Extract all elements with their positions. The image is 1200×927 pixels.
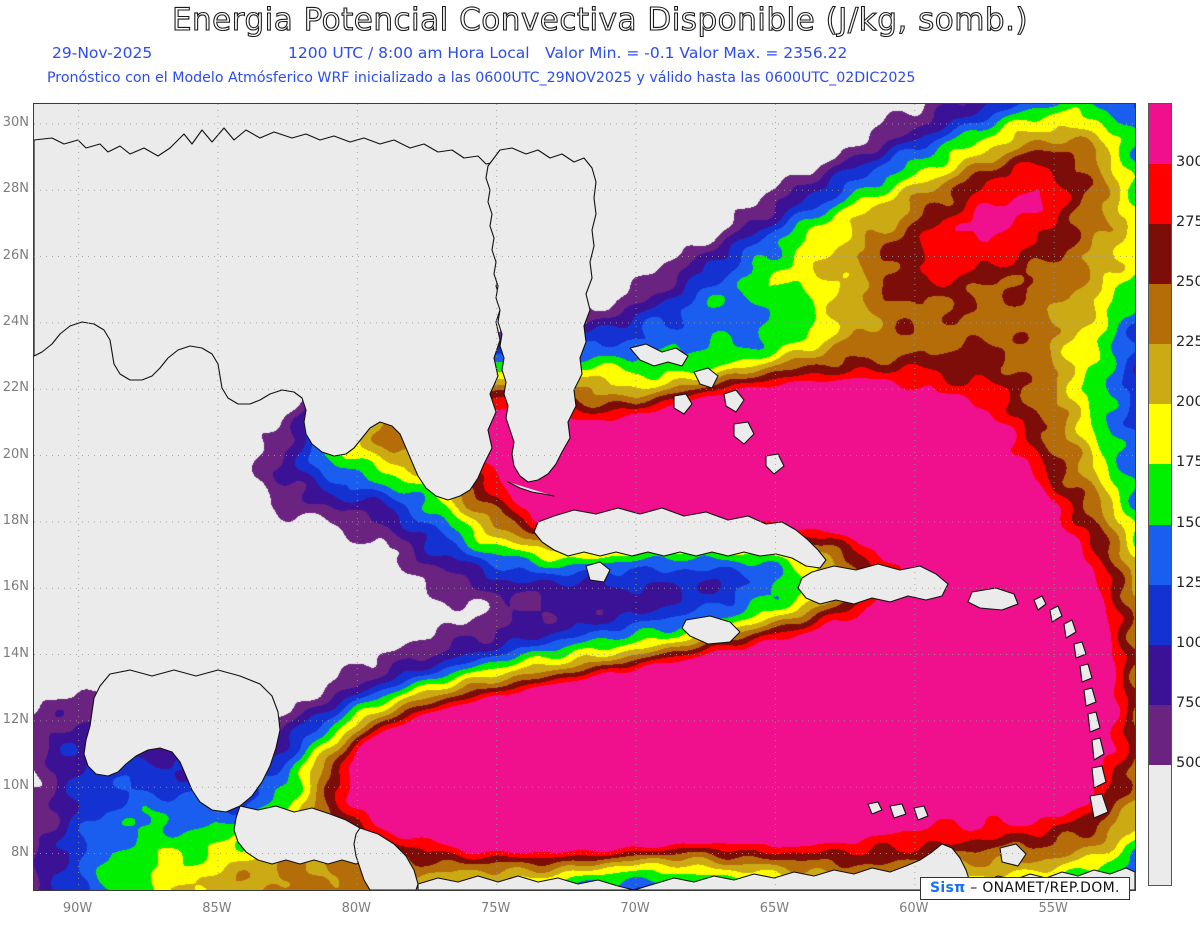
lat-tick-14N: 14N xyxy=(2,645,29,661)
colorbar-tick-500: 500 xyxy=(1176,754,1200,771)
lon-tick-90W: 90W xyxy=(62,901,93,916)
model-description: Pronóstico con el Modelo Atmósferico WRF… xyxy=(47,70,916,86)
colorbar-band-3000-3250 xyxy=(1149,104,1171,165)
colorbar-band-1500-1750 xyxy=(1149,464,1171,525)
colorbar-tick-750: 750 xyxy=(1176,694,1200,711)
colorbar-band-2500-2750 xyxy=(1149,224,1171,285)
lat-tick-22N: 22N xyxy=(2,380,29,396)
map-plot-area[interactable] xyxy=(33,103,1136,891)
lat-tick-10N: 10N xyxy=(2,778,29,794)
forecast-date: 29-Nov-2025 xyxy=(52,44,153,62)
lat-tick-18N: 18N xyxy=(2,512,29,528)
sis-logo-text: Sisπ xyxy=(930,880,966,896)
lat-tick-8N: 8N xyxy=(11,844,29,860)
forecast-time: 1200 UTC / 8:00 am Hora Local xyxy=(288,44,530,62)
lat-tick-30N: 30N xyxy=(2,114,29,130)
lon-tick-75W: 75W xyxy=(480,901,511,916)
colorbar-band-2000-2250 xyxy=(1149,344,1171,405)
colorbar-tick-1250: 1250 xyxy=(1176,574,1200,591)
lat-tick-20N: 20N xyxy=(2,446,29,462)
lat-tick-28N: 28N xyxy=(2,181,29,197)
colorbar-band-1250-1500 xyxy=(1149,524,1171,585)
lon-tick-70W: 70W xyxy=(620,901,650,916)
colorbar-tick-2000: 2000 xyxy=(1176,394,1200,411)
coastline-overlay xyxy=(34,127,1135,890)
colorbar-band-0-500 xyxy=(1149,764,1171,885)
lat-tick-24N: 24N xyxy=(2,313,29,329)
lat-tick-26N: 26N xyxy=(2,247,29,263)
colorbar-band-750-1000 xyxy=(1149,644,1171,705)
lon-tick-80W: 80W xyxy=(341,901,372,916)
colorbar-tick-3000: 3000 xyxy=(1176,154,1200,171)
lat-lon-gridlines xyxy=(34,104,1135,890)
lon-tick-60W: 60W xyxy=(899,901,929,916)
lon-tick-85W: 85W xyxy=(202,901,232,916)
credit-badge: Sisπ – ONAMET/REP.DOM. xyxy=(920,877,1130,900)
lon-tick-65W: 65W xyxy=(759,901,790,916)
colorbar-tick-2750: 2750 xyxy=(1176,214,1200,231)
colorbar-tick-1000: 1000 xyxy=(1176,634,1200,651)
colorbar-band-1750-2000 xyxy=(1149,404,1171,465)
colorbar-tick-1750: 1750 xyxy=(1176,454,1200,471)
colorbar-band-2750-3000 xyxy=(1149,164,1171,225)
lat-tick-16N: 16N xyxy=(2,579,29,595)
colorbar-band-1000-1250 xyxy=(1149,584,1171,645)
credit-text: – ONAMET/REP.DOM. xyxy=(970,880,1120,896)
value-range-label: Valor Min. = -0.1 Valor Max. = 2356.22 xyxy=(545,44,848,62)
colorbar-tick-2500: 2500 xyxy=(1176,274,1200,291)
cape-colorbar[interactable] xyxy=(1148,103,1172,886)
lon-tick-55W: 55W xyxy=(1038,901,1068,916)
colorbar-tick-1500: 1500 xyxy=(1176,514,1200,531)
colorbar-band-500-750 xyxy=(1149,704,1171,765)
lat-tick-12N: 12N xyxy=(2,711,29,727)
page-title: Energia Potencial Convectiva Disponible … xyxy=(171,1,1029,38)
colorbar-band-2250-2500 xyxy=(1149,284,1171,345)
colorbar-tick-2250: 2250 xyxy=(1176,334,1200,351)
